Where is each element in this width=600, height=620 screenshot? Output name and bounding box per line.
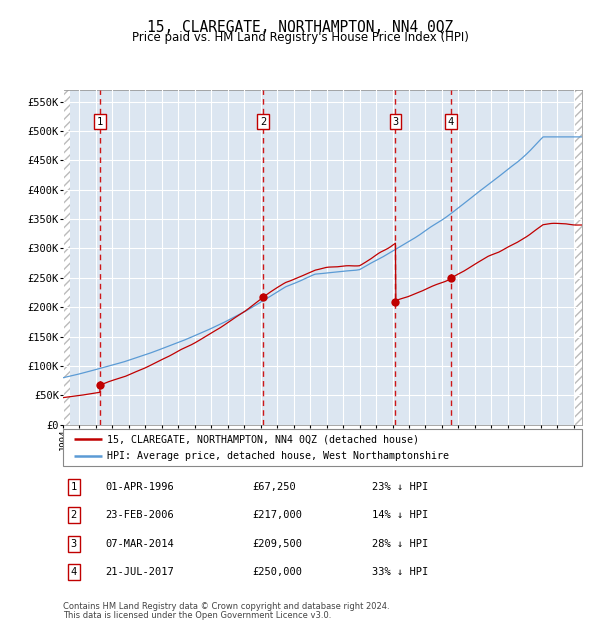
Text: £209,500: £209,500 <box>252 539 302 549</box>
Text: 15, CLAREGATE, NORTHAMPTON, NN4 0QZ (detached house): 15, CLAREGATE, NORTHAMPTON, NN4 0QZ (det… <box>107 434 419 444</box>
Text: HPI: Average price, detached house, West Northamptonshire: HPI: Average price, detached house, West… <box>107 451 449 461</box>
Text: 23% ↓ HPI: 23% ↓ HPI <box>372 482 428 492</box>
Text: £217,000: £217,000 <box>252 510 302 520</box>
Text: £250,000: £250,000 <box>252 567 302 577</box>
Text: 28% ↓ HPI: 28% ↓ HPI <box>372 539 428 549</box>
Text: 4: 4 <box>71 567 77 577</box>
Text: 01-APR-1996: 01-APR-1996 <box>105 482 174 492</box>
Text: 23-FEB-2006: 23-FEB-2006 <box>105 510 174 520</box>
Text: Contains HM Land Registry data © Crown copyright and database right 2024.: Contains HM Land Registry data © Crown c… <box>63 602 389 611</box>
Text: 1: 1 <box>71 482 77 492</box>
Bar <box>63 90 70 425</box>
Text: £67,250: £67,250 <box>252 482 296 492</box>
Text: 07-MAR-2014: 07-MAR-2014 <box>105 539 174 549</box>
Bar <box>575 90 582 425</box>
Text: 21-JUL-2017: 21-JUL-2017 <box>105 567 174 577</box>
Text: 3: 3 <box>392 117 398 126</box>
Text: Price paid vs. HM Land Registry's House Price Index (HPI): Price paid vs. HM Land Registry's House … <box>131 31 469 44</box>
Text: 2: 2 <box>71 510 77 520</box>
Text: 1: 1 <box>97 117 103 126</box>
Text: 4: 4 <box>448 117 454 126</box>
Text: 3: 3 <box>71 539 77 549</box>
Text: 14% ↓ HPI: 14% ↓ HPI <box>372 510 428 520</box>
Text: This data is licensed under the Open Government Licence v3.0.: This data is licensed under the Open Gov… <box>63 611 331 619</box>
Text: 33% ↓ HPI: 33% ↓ HPI <box>372 567 428 577</box>
Text: 2: 2 <box>260 117 266 126</box>
Text: 15, CLAREGATE, NORTHAMPTON, NN4 0QZ: 15, CLAREGATE, NORTHAMPTON, NN4 0QZ <box>147 20 453 35</box>
